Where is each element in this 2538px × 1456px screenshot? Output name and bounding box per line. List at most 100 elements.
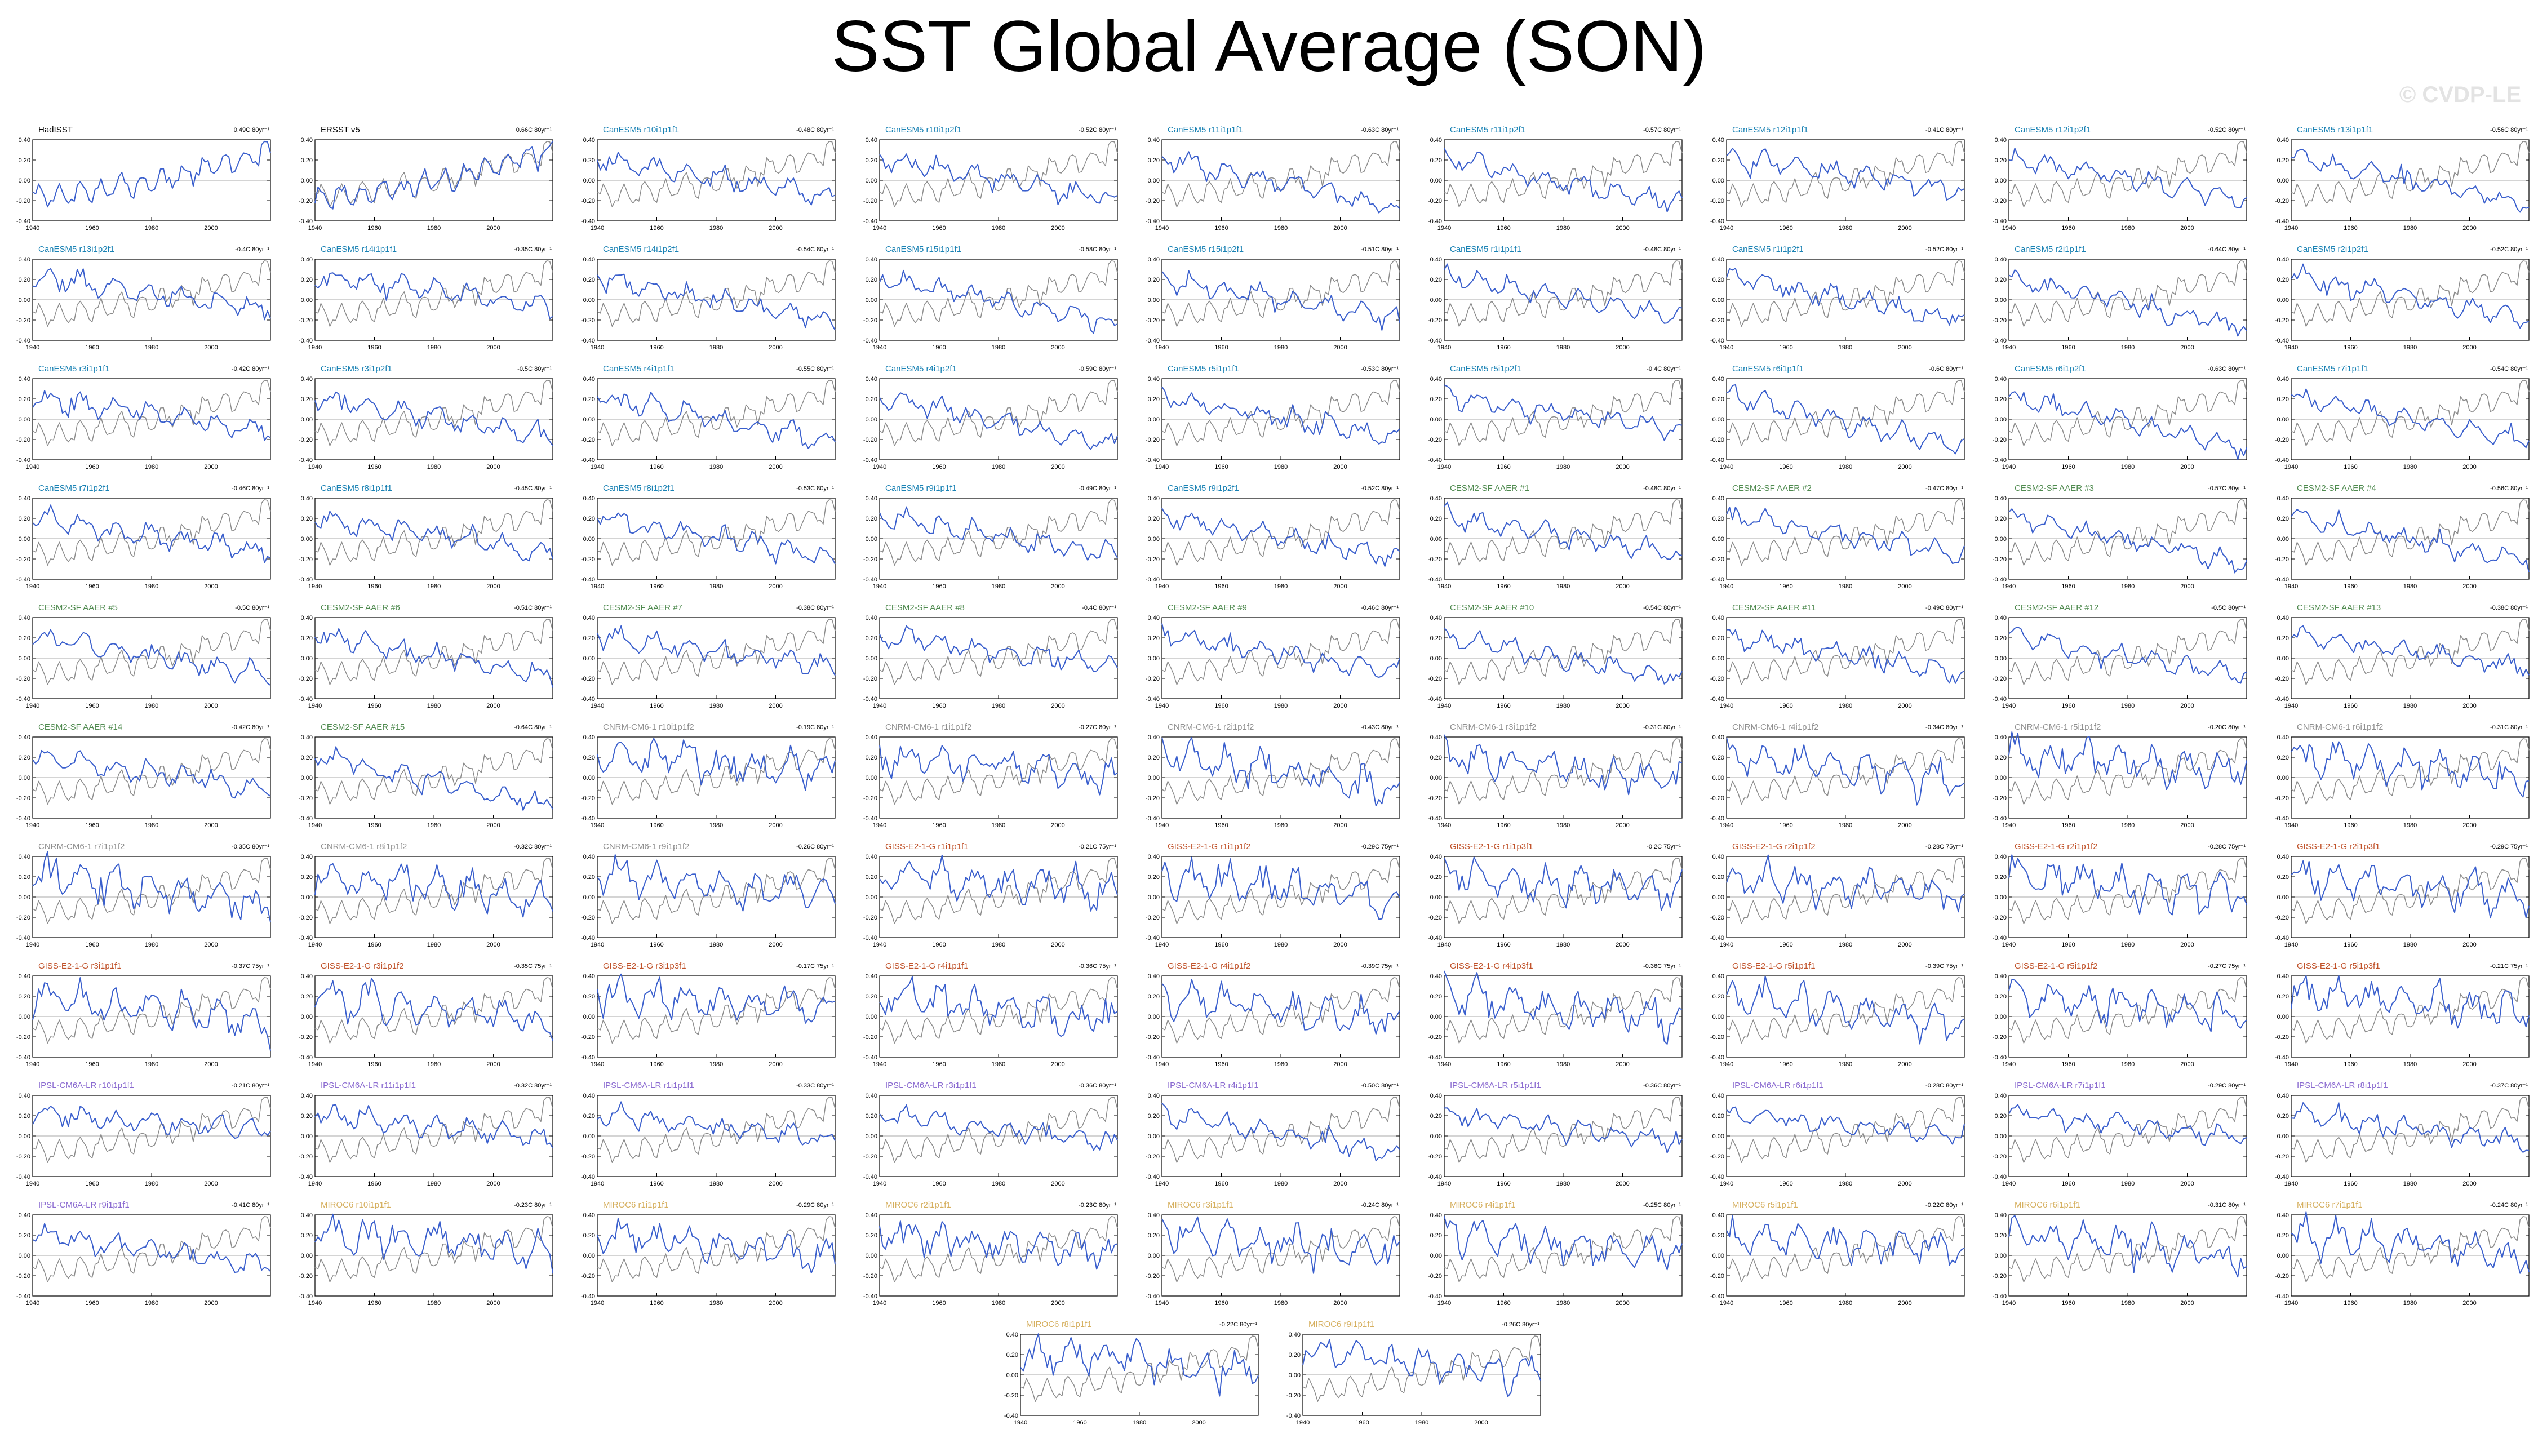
x-tick-label: 1960 xyxy=(1214,822,1228,829)
y-tick-label: -0.40 xyxy=(16,1054,30,1061)
x-tick-label: 2000 xyxy=(1333,1061,1347,1068)
panel: CESM2-SF AAER #12 -0.5C 80yr⁻¹ 0.40 0.20 0.0… xyxy=(1982,603,2264,721)
panel-title: GISS-E2-1-G r3i1p1f2 xyxy=(321,961,404,971)
panel-title: CESM2-SF AAER #9 xyxy=(1168,603,1247,612)
y-tick-label: -0.40 xyxy=(1428,815,1442,822)
x-tick-label: 1980 xyxy=(992,344,1005,351)
observed-line xyxy=(314,141,553,207)
x-tick-label: 1960 xyxy=(1497,1180,1510,1187)
y-tick-label: -0.40 xyxy=(1146,1054,1160,1061)
y-tick-label: 0.20 xyxy=(301,993,313,1000)
x-tick-label: 1940 xyxy=(308,583,322,590)
y-tick-label: 0.20 xyxy=(301,157,313,164)
y-tick-label: -0.20 xyxy=(1428,437,1442,443)
y-tick-label: 0.20 xyxy=(2277,754,2289,761)
x-tick-label: 1960 xyxy=(2061,1061,2075,1068)
y-tick-label: 0.40 xyxy=(1148,734,1160,741)
y-tick-label: 0.40 xyxy=(1995,854,2007,860)
panel-trend: -0.54C 80yr⁻¹ xyxy=(1643,605,1681,611)
x-tick-label: 2000 xyxy=(1051,225,1064,232)
panel: CanESM5 r2i1p2f1 -0.52C 80yr⁻¹ 0.40 0.20 0.0… xyxy=(2264,245,2538,363)
panel-title: GISS-E2-1-G r2i1p1f2 xyxy=(2015,842,2098,851)
y-tick-label: 0.40 xyxy=(1712,615,1724,622)
x-tick-label: 1940 xyxy=(26,942,39,948)
panel-title: MIROC6 r5i1p1f1 xyxy=(1732,1200,1798,1210)
x-tick-label: 2000 xyxy=(2462,703,2476,709)
y-tick-label: -0.20 xyxy=(581,1273,595,1280)
y-tick-label: 0.40 xyxy=(866,615,877,622)
y-tick-label: 0.40 xyxy=(2277,615,2289,622)
y-tick-label: -0.40 xyxy=(299,1174,313,1180)
panel-trend: -0.4C 80yr⁻¹ xyxy=(235,246,269,253)
observed-line xyxy=(1161,499,1400,566)
x-tick-label: 1960 xyxy=(85,464,99,470)
x-tick-label: 1940 xyxy=(2284,464,2298,470)
x-tick-label: 1940 xyxy=(308,822,322,829)
series-line xyxy=(1726,737,1965,806)
y-tick-label: 0.40 xyxy=(1712,256,1724,263)
y-tick-label: -0.20 xyxy=(863,795,877,802)
series-line xyxy=(597,392,836,449)
x-tick-label: 2000 xyxy=(769,583,782,590)
x-tick-label: 1940 xyxy=(2002,464,2016,470)
y-tick-label: 0.40 xyxy=(19,495,30,502)
series-line xyxy=(1444,970,1683,1045)
y-tick-label: 0.20 xyxy=(866,1113,877,1120)
y-tick-label: 0.40 xyxy=(1995,973,2007,980)
x-tick-label: 2000 xyxy=(204,464,218,470)
panel-title: GISS-E2-1-G r3i1p3f1 xyxy=(603,961,686,971)
y-tick-label: 0.00 xyxy=(583,416,595,423)
y-tick-label: -0.40 xyxy=(1146,1174,1160,1180)
y-tick-label: 0.20 xyxy=(2277,993,2289,1000)
x-tick-label: 1980 xyxy=(1274,344,1288,351)
x-tick-label: 2000 xyxy=(2180,1300,2194,1307)
y-tick-label: -0.40 xyxy=(16,1174,30,1180)
y-tick-label: 0.20 xyxy=(583,157,595,164)
x-tick-label: 1940 xyxy=(1155,225,1169,232)
x-tick-label: 2000 xyxy=(1616,225,1629,232)
x-tick-label: 1980 xyxy=(1839,1061,1852,1068)
observed-line xyxy=(1161,738,1400,805)
observed-line xyxy=(1302,1335,1541,1402)
y-tick-label: -0.40 xyxy=(1710,1293,1724,1300)
y-tick-label: 0.00 xyxy=(583,1253,595,1259)
panel-trend: -0.52C 80yr⁻¹ xyxy=(1361,485,1399,492)
x-tick-label: 1940 xyxy=(1155,822,1169,829)
x-tick-label: 1980 xyxy=(145,822,158,829)
y-tick-label: -0.20 xyxy=(2275,437,2289,443)
y-tick-label: -0.20 xyxy=(1146,556,1160,563)
y-tick-label: 0.40 xyxy=(1006,1331,1018,1338)
y-tick-label: -0.40 xyxy=(1710,576,1724,583)
panel-title: CanESM5 r15i1p2f1 xyxy=(1168,245,1244,254)
y-tick-label: 0.20 xyxy=(1712,635,1724,642)
panel: CESM2-SF AAER #9 -0.46C 80yr⁻¹ 0.40 0.20 0.0… xyxy=(1135,603,1417,721)
panel: GISS-E2-1-G r3i1p1f1 -0.37C 75yr⁻¹ 0.40 0.2… xyxy=(6,961,287,1080)
x-tick-label: 1980 xyxy=(145,583,158,590)
series-line xyxy=(1726,1106,1965,1145)
y-tick-label: -0.40 xyxy=(299,815,313,822)
y-tick-label: 0.00 xyxy=(1148,1253,1160,1259)
x-tick-label: 1960 xyxy=(1779,344,1792,351)
x-tick-label: 2000 xyxy=(769,942,782,948)
y-tick-label: 0.40 xyxy=(19,376,30,383)
panel: GISS-E2-1-G r4i1p1f2 -0.39C 75yr⁻¹ 0.40 0.2… xyxy=(1135,961,1417,1080)
panel-title: CanESM5 r9i1p2f1 xyxy=(1168,483,1239,493)
y-tick-label: -0.20 xyxy=(299,676,313,682)
y-tick-label: -0.20 xyxy=(16,198,30,205)
y-tick-label: 0.20 xyxy=(1995,1232,2007,1239)
y-tick-label: 0.40 xyxy=(1289,1331,1301,1338)
x-tick-label: 1940 xyxy=(1155,464,1169,470)
y-tick-label: 0.20 xyxy=(1995,277,2007,283)
y-tick-label: -0.20 xyxy=(1993,317,2007,324)
x-tick-label: 2000 xyxy=(769,1300,782,1307)
x-tick-label: 1960 xyxy=(85,344,99,351)
observed-line xyxy=(2008,499,2247,566)
